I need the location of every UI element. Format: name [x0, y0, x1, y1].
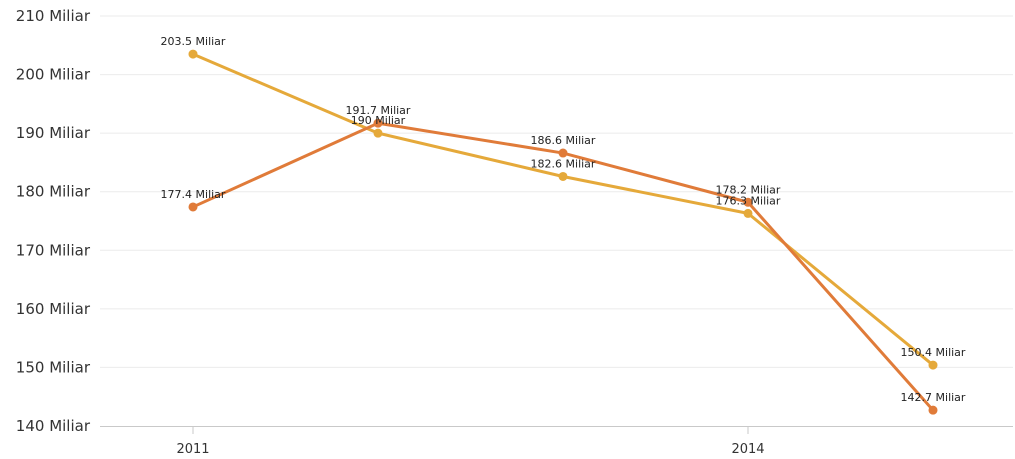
data-label: 177.4 Miliar	[161, 188, 226, 201]
series-layer	[188, 49, 938, 415]
data-point	[188, 202, 198, 212]
axis-layer: 140 Miliar 150 Miliar 160 Miliar 170 Miliar…	[16, 7, 1013, 457]
data-point	[188, 49, 198, 59]
series-line	[191, 52, 935, 367]
data-label: 176.3 Miliar	[716, 194, 781, 207]
data-label: 150.4 Miliar	[901, 346, 966, 359]
x-tick-label: 2011	[176, 442, 209, 457]
y-tick-label: 210 Miliar	[16, 7, 91, 25]
data-point	[743, 208, 753, 218]
label-layer: 177.4 Miliar 191.7 Miliar 186.6 Miliar 178.…	[161, 35, 966, 404]
x-tick-label: 2014	[731, 442, 764, 457]
y-tick-label: 180 Miliar	[16, 183, 91, 201]
data-label: 186.6 Miliar	[531, 134, 596, 147]
data-point	[558, 171, 568, 181]
y-tick-label: 190 Miliar	[16, 124, 91, 142]
grid-layer	[100, 15, 1013, 368]
y-tick-label: 150 Miliar	[16, 358, 91, 376]
y-tick-label: 160 Miliar	[16, 300, 91, 318]
y-tick-label: 200 Miliar	[16, 66, 91, 84]
data-label: 142.7 Miliar	[901, 391, 966, 404]
y-tick-label: 140 Miliar	[16, 417, 91, 435]
data-label: 191.7 Miliar	[346, 104, 411, 117]
data-label: 178.2 Miliar	[716, 183, 781, 196]
data-point	[558, 148, 568, 158]
data-label: 203.5 Miliar	[161, 35, 226, 48]
data-point	[928, 360, 938, 370]
data-label: 182.6 Miliar	[531, 157, 596, 170]
data-point	[743, 197, 753, 207]
data-label: 190 Miliar	[351, 114, 406, 127]
data-point	[928, 405, 938, 415]
data-point	[373, 118, 383, 128]
data-point	[373, 128, 383, 138]
y-tick-label: 170 Miliar	[16, 241, 91, 259]
